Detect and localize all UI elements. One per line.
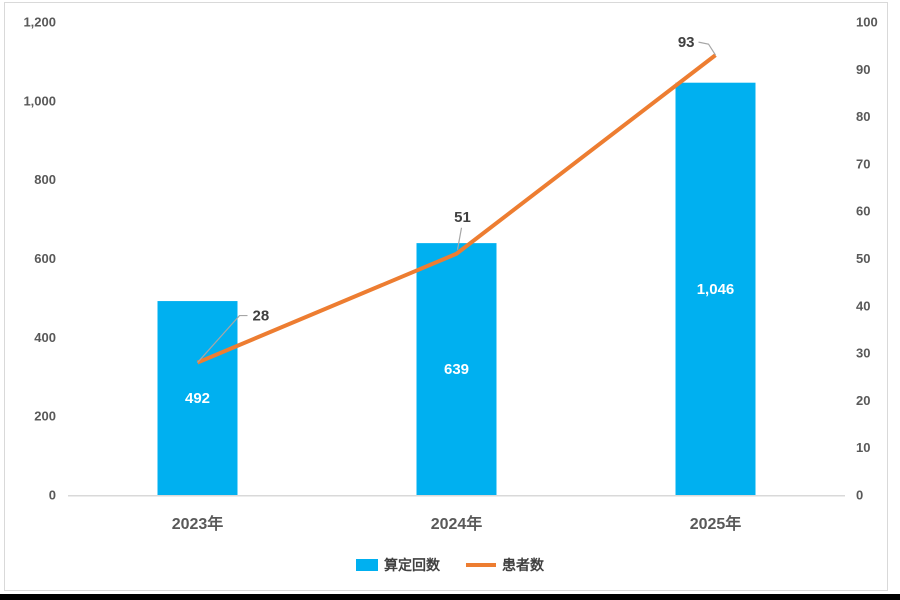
line-series-swatch-icon: [466, 563, 496, 567]
left-axis-tick: 200: [34, 409, 56, 424]
x-axis-category-label: 2023年: [172, 514, 224, 533]
left-axis-tick: 0: [49, 488, 56, 503]
right-axis-tick: 70: [856, 156, 870, 171]
bar-2024年: [416, 243, 497, 495]
legend-item-bar-series: 算定回数: [356, 555, 440, 575]
line-data-label: 51: [454, 209, 471, 226]
bottom-black-strip: [0, 594, 900, 600]
bar-data-label: 492: [185, 390, 210, 407]
right-axis-tick: 100: [856, 15, 878, 30]
left-axis-tick: 800: [34, 172, 56, 187]
legend-label-line-series: 患者数: [502, 557, 544, 573]
line-data-label: 93: [678, 34, 695, 51]
line-data-label: 28: [253, 308, 270, 325]
bar-data-label: 1,046: [697, 281, 735, 298]
right-axis-tick: 90: [856, 62, 870, 77]
left-axis-tick: 400: [34, 330, 56, 345]
right-axis-tick: 80: [856, 109, 870, 124]
chart-legend: 算定回数 患者数: [0, 551, 900, 579]
x-axis-category-label: 2025年: [690, 514, 742, 533]
bar-data-label: 639: [444, 361, 469, 378]
right-axis-tick: 50: [856, 251, 870, 266]
bar-2025年: [675, 82, 756, 496]
right-axis-tick: 30: [856, 346, 870, 361]
right-axis-tick: 0: [856, 488, 863, 503]
right-axis-tick: 40: [856, 298, 870, 313]
line-series: [196, 53, 717, 365]
right-axis-tick: 20: [856, 393, 870, 408]
left-axis-tick: 1,200: [23, 15, 56, 30]
callout-leader-line: [197, 314, 248, 363]
left-axis-tick: 1,000: [23, 93, 56, 108]
legend-item-line-series: 患者数: [466, 555, 544, 575]
right-axis-tick: 60: [856, 204, 870, 219]
left-axis-tick: 600: [34, 251, 56, 266]
x-axis-category-label: 2024年: [431, 514, 483, 533]
callout-leader-line: [698, 41, 717, 56]
callout-leader-line: [456, 227, 463, 250]
legend-label-bar-series: 算定回数: [384, 557, 440, 573]
bar-series-swatch-icon: [356, 559, 378, 571]
right-axis-tick: 10: [856, 440, 870, 455]
